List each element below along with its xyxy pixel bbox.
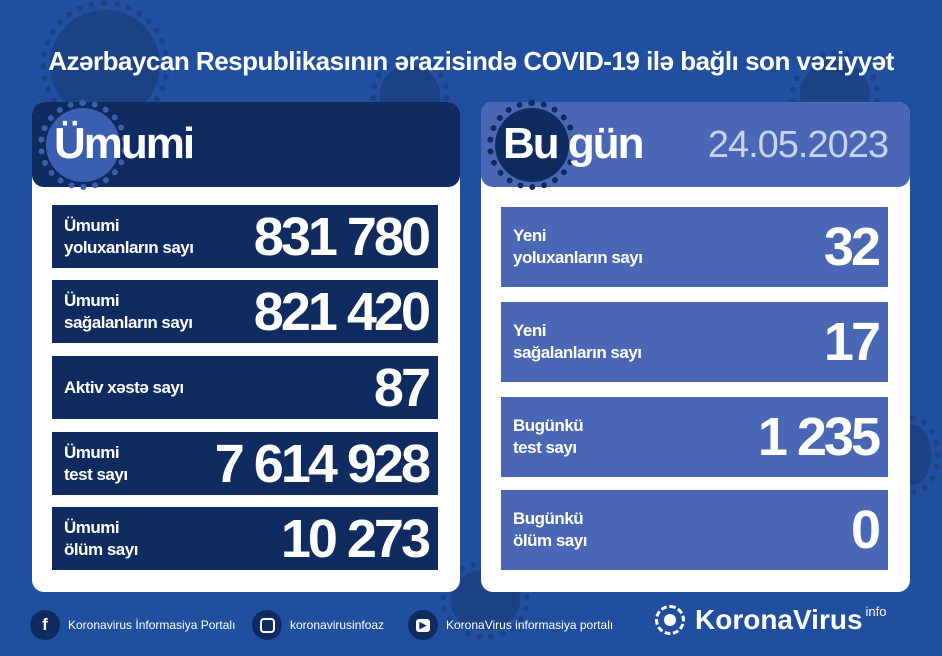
logo-text: KoronaVirus [695, 604, 863, 635]
row-label: Ümumi [64, 442, 120, 462]
virus-icon [487, 100, 577, 190]
facebook-label: Koronavirus İnformasiya Portalı [68, 618, 236, 632]
youtube-label: KoronaVirus informasiya portalı [446, 618, 614, 632]
instagram-icon [252, 610, 282, 640]
today-header: Bu gün 24.05.2023 [481, 100, 910, 190]
row-label: test sayı [513, 438, 577, 457]
total-row-tests: Ümumi test sayı 7 614 928 [52, 432, 438, 495]
row-label: Ümumi [64, 290, 120, 310]
row-label: Ümumi [64, 215, 120, 235]
facebook-link[interactable]: f Koronavirus İnformasiya Portalı [30, 610, 235, 640]
instagram-link[interactable]: koronavirusinfoaz [252, 610, 384, 640]
row-value: 17 [823, 312, 881, 372]
total-row-recovered: Ümumi sağalanların sayı 821 420 [52, 280, 438, 343]
today-row-deaths: Bugünkü ölüm sayı 0 [501, 490, 888, 570]
total-row-active: Aktiv xəstə sayı 87 [52, 356, 438, 419]
youtube-link[interactable]: ▶ KoronaVirus informasiya portalı [408, 610, 613, 640]
row-label: ölüm sayı [64, 539, 138, 559]
row-label: Ümumi [64, 517, 120, 537]
today-row-tests: Bugünkü test sayı 1 235 [501, 397, 888, 477]
row-label: Yeni [513, 321, 546, 340]
today-heading: Bu gün [503, 119, 645, 168]
row-label: ölüm sayı [513, 531, 587, 550]
row-value: 32 [823, 217, 881, 277]
row-label: yoluxanların sayı [64, 237, 194, 257]
page-title: Azərbaycan Respublikasının ərazisində CO… [48, 46, 894, 76]
row-label: sağalanların sayı [513, 343, 642, 362]
instagram-label: koronavirusinfoaz [290, 618, 385, 632]
row-value: 821 420 [253, 281, 431, 342]
row-value: 10 273 [280, 508, 431, 569]
row-label: Aktiv xəstə sayı [64, 377, 184, 397]
row-value: 87 [373, 357, 431, 418]
today-row-infected: Yeni yoluxanların sayı 32 [501, 207, 888, 287]
row-label: test sayı [64, 464, 128, 484]
row-label: Bugünkü [513, 509, 584, 528]
row-value: 7 614 928 [214, 433, 431, 494]
row-value: 0 [850, 500, 881, 560]
total-row-infected: Ümumi yoluxanların sayı 831 780 [52, 205, 438, 268]
date: 24.05.2023 [707, 124, 889, 166]
total-row-deaths: Ümumi ölüm sayı 10 273 [52, 507, 438, 570]
virus-icon [38, 100, 128, 190]
koronavirus-logo: KoronaVirus info [655, 604, 887, 636]
row-value: 1 235 [757, 407, 881, 467]
facebook-icon: f [30, 610, 60, 640]
row-label: sağalanların sayı [64, 312, 193, 332]
row-label: Yeni [513, 226, 546, 245]
row-value: 831 780 [253, 206, 431, 267]
total-heading: Ümumi [54, 119, 195, 168]
youtube-icon: ▶ [408, 610, 438, 640]
logo-sup: info [865, 604, 887, 619]
today-row-recovered: Yeni sağalanların sayı 17 [501, 302, 888, 382]
row-label: yoluxanların sayı [513, 248, 643, 267]
sun-icon [655, 605, 685, 635]
total-header: Ümumi [32, 100, 460, 190]
row-label: Bugünkü [513, 416, 584, 435]
